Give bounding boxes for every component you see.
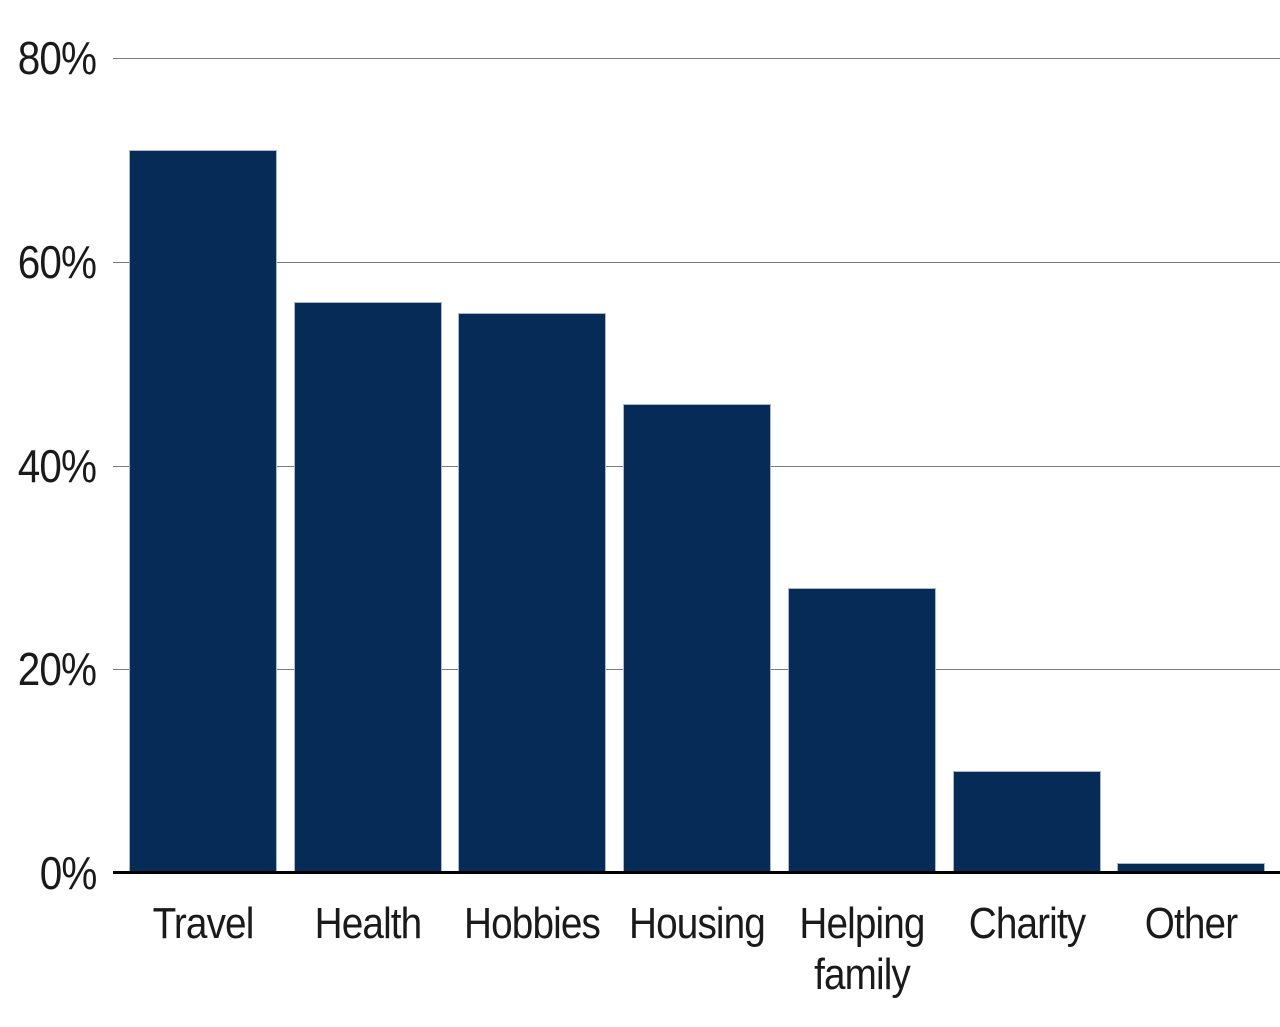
bar-other [1117, 863, 1266, 873]
y-tick-label-40: 40% [17, 439, 97, 492]
x-axis-category-labels: Travel Health Hobbies Housing Helping family… [113, 898, 1280, 1027]
y-tick-label-20: 20% [17, 643, 97, 696]
x-tick-label-housing: Housing [629, 899, 766, 948]
bar-travel [129, 150, 277, 873]
gridline-80 [113, 58, 1280, 59]
x-tick-label-other: Other [1144, 899, 1238, 948]
bar-health [293, 302, 442, 873]
plot-area [113, 58, 1280, 874]
x-tick-label-travel: Travel [152, 899, 255, 948]
x-tick-label-charity: Charity [968, 899, 1085, 948]
y-axis-labels: 0% 20% 40% 60% 80% [0, 0, 97, 1027]
y-tick-label-60: 60% [17, 235, 97, 288]
bar-helping-family [787, 588, 936, 873]
x-tick-label-health: Health [314, 899, 422, 948]
y-tick-label-0: 0% [39, 847, 97, 899]
x-tick-label-hobbies: Hobbies [464, 899, 601, 948]
bar-hobbies [458, 313, 607, 873]
bar-housing [623, 404, 772, 873]
y-tick-label-80: 80% [17, 32, 97, 84]
gridline-60 [113, 261, 1280, 263]
x-axis-line [113, 871, 1280, 874]
bar-charity [952, 771, 1101, 873]
x-tick-label-helping-family: Helping family [799, 899, 925, 999]
